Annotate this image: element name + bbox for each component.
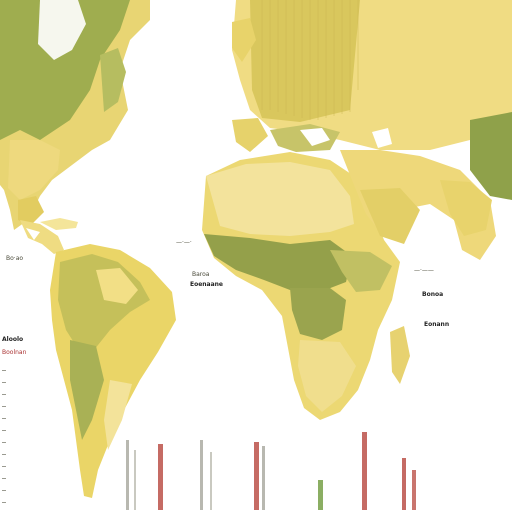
legend-bar-gray: [210, 452, 212, 510]
south-asia: [340, 112, 512, 260]
legend-bar-green: [318, 480, 323, 510]
east-label-1: —·——: [414, 267, 434, 274]
madagascar: [390, 326, 410, 384]
west-africa-label: —·—·: [176, 239, 192, 246]
left-margin-sublabel: Boolnan: [2, 349, 27, 356]
inland-water: [26, 128, 392, 240]
caribbean-label: Bo·ao: [6, 255, 24, 262]
legend-bar-gray: [262, 446, 265, 510]
east-label-3: Eonann: [424, 321, 450, 328]
south-america: [50, 244, 176, 498]
legend-bars: [126, 432, 416, 510]
north-america: [0, 0, 150, 230]
left-margin-label: Aloolo: [2, 336, 24, 343]
legend-bar-gray: [200, 440, 203, 510]
hatch-pattern: [261, 0, 359, 120]
legend-bar-gray: [134, 450, 136, 510]
legend-bar-red: [402, 458, 406, 510]
legend-bar-red: [362, 432, 367, 510]
africa: [202, 152, 410, 420]
central-label-1: Baroa: [192, 271, 210, 278]
left-axis-ticks: [2, 370, 6, 503]
central-label-2: Eoenaane: [190, 281, 223, 288]
central-america: [20, 218, 78, 254]
legend-bar-red: [254, 442, 259, 510]
legend-bar-red: [412, 470, 416, 510]
legend-bar-gray: [126, 440, 129, 510]
legend-bar-red: [158, 444, 163, 510]
east-label-2: Bonoa: [422, 291, 444, 298]
